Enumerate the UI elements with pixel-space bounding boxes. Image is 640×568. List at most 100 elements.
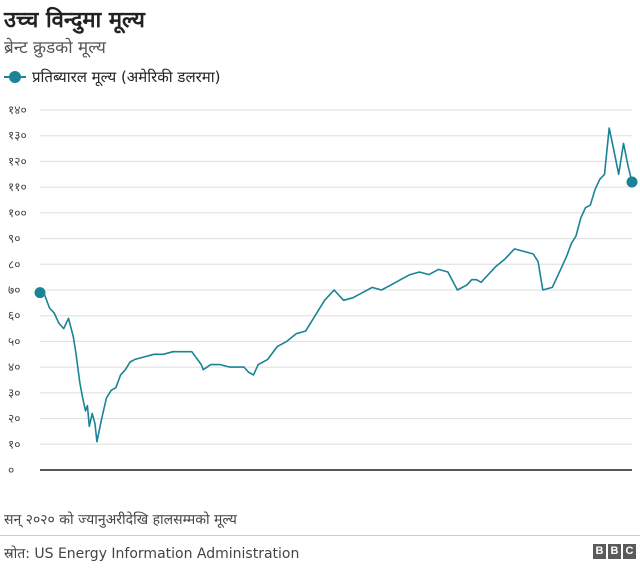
data-point xyxy=(466,284,467,285)
data-point xyxy=(210,364,211,365)
data-point xyxy=(120,374,121,375)
data-point xyxy=(203,369,204,370)
data-point xyxy=(172,351,173,352)
data-point xyxy=(286,341,287,342)
data-point xyxy=(92,413,93,414)
data-point xyxy=(267,359,268,360)
data-point xyxy=(604,174,605,175)
data-point xyxy=(239,367,240,368)
y-tick-label: २० xyxy=(8,412,20,426)
data-point xyxy=(115,387,116,388)
logo-letter: C xyxy=(623,544,636,559)
data-point xyxy=(243,367,244,368)
data-point xyxy=(343,300,344,301)
y-tick-label: ५० xyxy=(8,334,20,348)
data-point xyxy=(419,271,420,272)
data-point xyxy=(590,205,591,206)
data-point xyxy=(315,315,316,316)
data-point xyxy=(628,166,629,167)
data-point xyxy=(58,323,59,324)
data-point xyxy=(585,207,586,208)
data-point xyxy=(111,390,112,391)
y-tick-label: ९० xyxy=(8,232,20,246)
data-point xyxy=(623,143,624,144)
data-point xyxy=(609,127,610,128)
source-note: स्रोत: US Energy Information Administrat… xyxy=(4,546,300,562)
data-point xyxy=(476,279,477,280)
data-point xyxy=(229,367,230,368)
y-tick-label: १२० xyxy=(8,154,27,168)
data-point xyxy=(362,292,363,293)
data-point xyxy=(89,426,90,427)
data-point xyxy=(599,179,600,180)
data-point xyxy=(94,423,95,424)
y-tick-label: १० xyxy=(8,437,20,451)
y-tick-label: १४० xyxy=(8,103,27,117)
data-point xyxy=(144,356,145,357)
data-point xyxy=(79,382,80,383)
series-line xyxy=(39,127,633,443)
endpoint-marker xyxy=(34,287,46,299)
data-point xyxy=(101,418,102,419)
data-point xyxy=(63,328,64,329)
data-point xyxy=(324,300,325,301)
data-point xyxy=(220,364,221,365)
data-point xyxy=(82,397,83,398)
y-tick-label: ७० xyxy=(8,283,20,297)
data-point xyxy=(153,354,154,355)
data-point xyxy=(372,287,373,288)
legend: प्रतिब्यारल मूल्य (अमेरिकी डलरमा) xyxy=(4,66,220,88)
data-point xyxy=(409,274,410,275)
data-point xyxy=(248,372,249,373)
data-point xyxy=(44,295,45,296)
y-tick-label: ८० xyxy=(8,257,20,271)
data-point xyxy=(130,361,131,362)
data-point xyxy=(504,259,505,260)
data-point xyxy=(353,297,354,298)
data-point xyxy=(594,189,595,190)
legend-marker-icon xyxy=(4,70,26,84)
footnote: सन् २०२० को ज्यानुअरीदेखि हालसम्मको मूल्… xyxy=(4,512,237,528)
data-point xyxy=(400,279,401,280)
data-point xyxy=(125,369,126,370)
y-tick-label: ११० xyxy=(8,180,27,194)
chart-subtitle: ब्रेन्ट क्रुडको मूल्य xyxy=(4,38,106,58)
data-point xyxy=(182,351,183,352)
data-point xyxy=(134,359,135,360)
endpoint-marker xyxy=(626,176,638,188)
data-point xyxy=(73,336,74,337)
logo-letter: B xyxy=(608,544,621,559)
data-point xyxy=(538,261,539,262)
logo-letter: B xyxy=(593,544,606,559)
data-point xyxy=(552,287,553,288)
y-tick-label: १०० xyxy=(8,206,27,220)
data-point xyxy=(87,405,88,406)
data-point xyxy=(106,397,107,398)
footer-divider xyxy=(0,535,640,536)
data-point xyxy=(561,266,562,267)
data-point xyxy=(253,374,254,375)
data-point xyxy=(85,410,86,411)
legend-label: प्रतिब्यारल मूल्य (अमेरिकी डलरमा) xyxy=(32,68,221,86)
y-tick-label: १३० xyxy=(8,129,27,143)
data-point xyxy=(163,354,164,355)
data-point xyxy=(580,217,581,218)
data-point xyxy=(277,346,278,347)
data-point xyxy=(201,364,202,365)
data-point xyxy=(618,174,619,175)
data-point xyxy=(334,289,335,290)
data-point xyxy=(613,151,614,152)
data-point xyxy=(305,331,306,332)
y-tick-label: ० xyxy=(8,463,14,477)
data-point xyxy=(447,271,448,272)
data-point xyxy=(49,307,50,308)
data-point xyxy=(390,284,391,285)
data-point xyxy=(481,282,482,283)
data-point xyxy=(381,289,382,290)
data-point xyxy=(542,289,543,290)
data-point xyxy=(428,274,429,275)
data-point xyxy=(96,441,97,442)
y-tick-label: ३० xyxy=(8,386,20,400)
data-point xyxy=(575,235,576,236)
